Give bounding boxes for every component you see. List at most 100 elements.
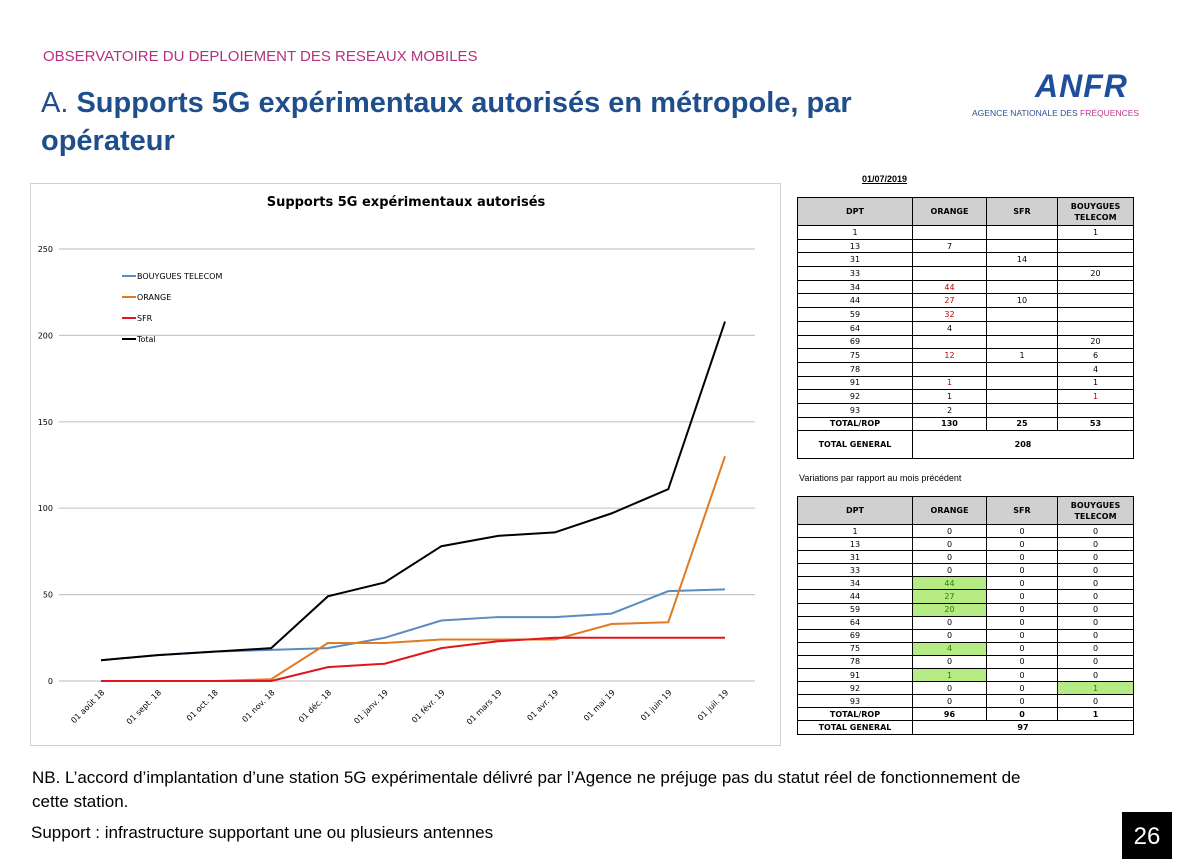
x-tick-label: 01 janv. 19 bbox=[352, 688, 390, 726]
table-cell: 44 bbox=[798, 294, 913, 308]
table-cell: 59 bbox=[798, 603, 913, 616]
table-cell bbox=[913, 267, 987, 281]
table-cell bbox=[987, 267, 1058, 281]
table-cell: 0 bbox=[913, 695, 987, 708]
table-cell: 0 bbox=[1058, 538, 1134, 551]
column-header: ORANGE bbox=[913, 198, 987, 226]
total-general-label: TOTAL GENERAL bbox=[798, 721, 913, 735]
table-cell: 0 bbox=[913, 629, 987, 642]
observatory-label: OBSERVATOIRE DU DEPLOIEMENT DES RESEAUX … bbox=[43, 48, 478, 65]
legend-label: Total bbox=[136, 335, 156, 344]
table-cell: 0 bbox=[1058, 642, 1134, 655]
table-cell: 78 bbox=[798, 655, 913, 668]
table-cell bbox=[987, 335, 1058, 349]
table-cell: 91 bbox=[798, 376, 913, 390]
table-cell: 44 bbox=[798, 590, 913, 603]
table-cell bbox=[1058, 308, 1134, 322]
x-tick-label: 01 mars 19 bbox=[465, 688, 504, 727]
table-cell: 0 bbox=[1058, 616, 1134, 629]
table-cell: 0 bbox=[987, 655, 1058, 668]
table-cell bbox=[1058, 280, 1134, 294]
table-cell: 64 bbox=[798, 321, 913, 335]
table-cell: 0 bbox=[987, 590, 1058, 603]
table-cell: 44 bbox=[913, 280, 987, 294]
table-cell bbox=[1058, 239, 1134, 253]
legend-label: SFR bbox=[137, 314, 153, 323]
table-cell bbox=[1058, 253, 1134, 267]
table-cell: 0 bbox=[913, 538, 987, 551]
series-line-orange bbox=[101, 456, 725, 681]
table-cell: 20 bbox=[913, 603, 987, 616]
table-cell: 27 bbox=[913, 294, 987, 308]
table-cell: 0 bbox=[1058, 577, 1134, 590]
table-cell: 0 bbox=[1058, 525, 1134, 538]
table-cell bbox=[913, 226, 987, 240]
table-cell: 0 bbox=[987, 525, 1058, 538]
column-header: ORANGE bbox=[913, 497, 987, 525]
table-cell: 1 bbox=[1058, 682, 1134, 695]
column-header: DPT bbox=[798, 198, 913, 226]
table-cell: 0 bbox=[987, 616, 1058, 629]
total-general-label: TOTAL GENERAL bbox=[798, 431, 913, 459]
legend-label: ORANGE bbox=[137, 293, 171, 302]
total-rop-cell: 0 bbox=[987, 708, 1058, 721]
table-cell bbox=[913, 335, 987, 349]
table-cell: 93 bbox=[798, 695, 913, 708]
total-rop-cell: 130 bbox=[913, 417, 987, 431]
y-tick-label: 0 bbox=[48, 677, 53, 686]
table-cell: 64 bbox=[798, 616, 913, 629]
table-cell: 0 bbox=[987, 603, 1058, 616]
logo-agency: AGENCE NATIONALE DES FRÉQUENCES bbox=[972, 108, 1139, 118]
table-cell: 33 bbox=[798, 267, 913, 281]
x-tick-label: 01 avr. 19 bbox=[525, 688, 560, 723]
variations-label: Variations par rapport au mois précédent bbox=[799, 473, 961, 483]
table-cell: 75 bbox=[798, 349, 913, 363]
logo-wordmark: ANFR bbox=[1035, 68, 1128, 105]
table-cell: 31 bbox=[798, 253, 913, 267]
table-cell bbox=[913, 362, 987, 376]
table-cell: 59 bbox=[798, 308, 913, 322]
table-cell: 2 bbox=[913, 403, 987, 417]
table-cell: 75 bbox=[798, 642, 913, 655]
x-tick-label: 01 juin 19 bbox=[639, 688, 674, 723]
table-cell: 13 bbox=[798, 239, 913, 253]
table-cell: 0 bbox=[913, 682, 987, 695]
table-cell bbox=[987, 403, 1058, 417]
column-header: SFR bbox=[987, 198, 1058, 226]
table-cell: 1 bbox=[1058, 226, 1134, 240]
sound-wave-icon bbox=[965, 8, 1065, 73]
column-header: BOUYGUES TELECOM bbox=[1058, 198, 1134, 226]
table-cell: 0 bbox=[1058, 603, 1134, 616]
chart-title: Supports 5G expérimentaux autorisés bbox=[267, 195, 546, 210]
total-general-value: 97 bbox=[913, 721, 1134, 735]
table-cell: 6 bbox=[1058, 349, 1134, 363]
table-cell: 0 bbox=[987, 538, 1058, 551]
table-cell: 1 bbox=[798, 525, 913, 538]
table-cell bbox=[1058, 294, 1134, 308]
table-cell: 1 bbox=[913, 390, 987, 404]
total-rop-cell: 1 bbox=[1058, 708, 1134, 721]
table-cell: 0 bbox=[913, 655, 987, 668]
footnote-nb: NB. L’accord d’implantation d’une statio… bbox=[32, 766, 1042, 814]
chart-svg: Supports 5G expérimentaux autorisés 0501… bbox=[31, 184, 782, 747]
anfr-logo: ANFR AGENCE NATIONALE DES FRÉQUENCES bbox=[965, 8, 1170, 123]
table-cell: 33 bbox=[798, 564, 913, 577]
table-cell: 1 bbox=[913, 669, 987, 682]
table-cell: 0 bbox=[913, 551, 987, 564]
table-cell: 0 bbox=[1058, 564, 1134, 577]
x-tick-label: 01 août 18 bbox=[69, 688, 106, 725]
table-cell: 1 bbox=[1058, 376, 1134, 390]
